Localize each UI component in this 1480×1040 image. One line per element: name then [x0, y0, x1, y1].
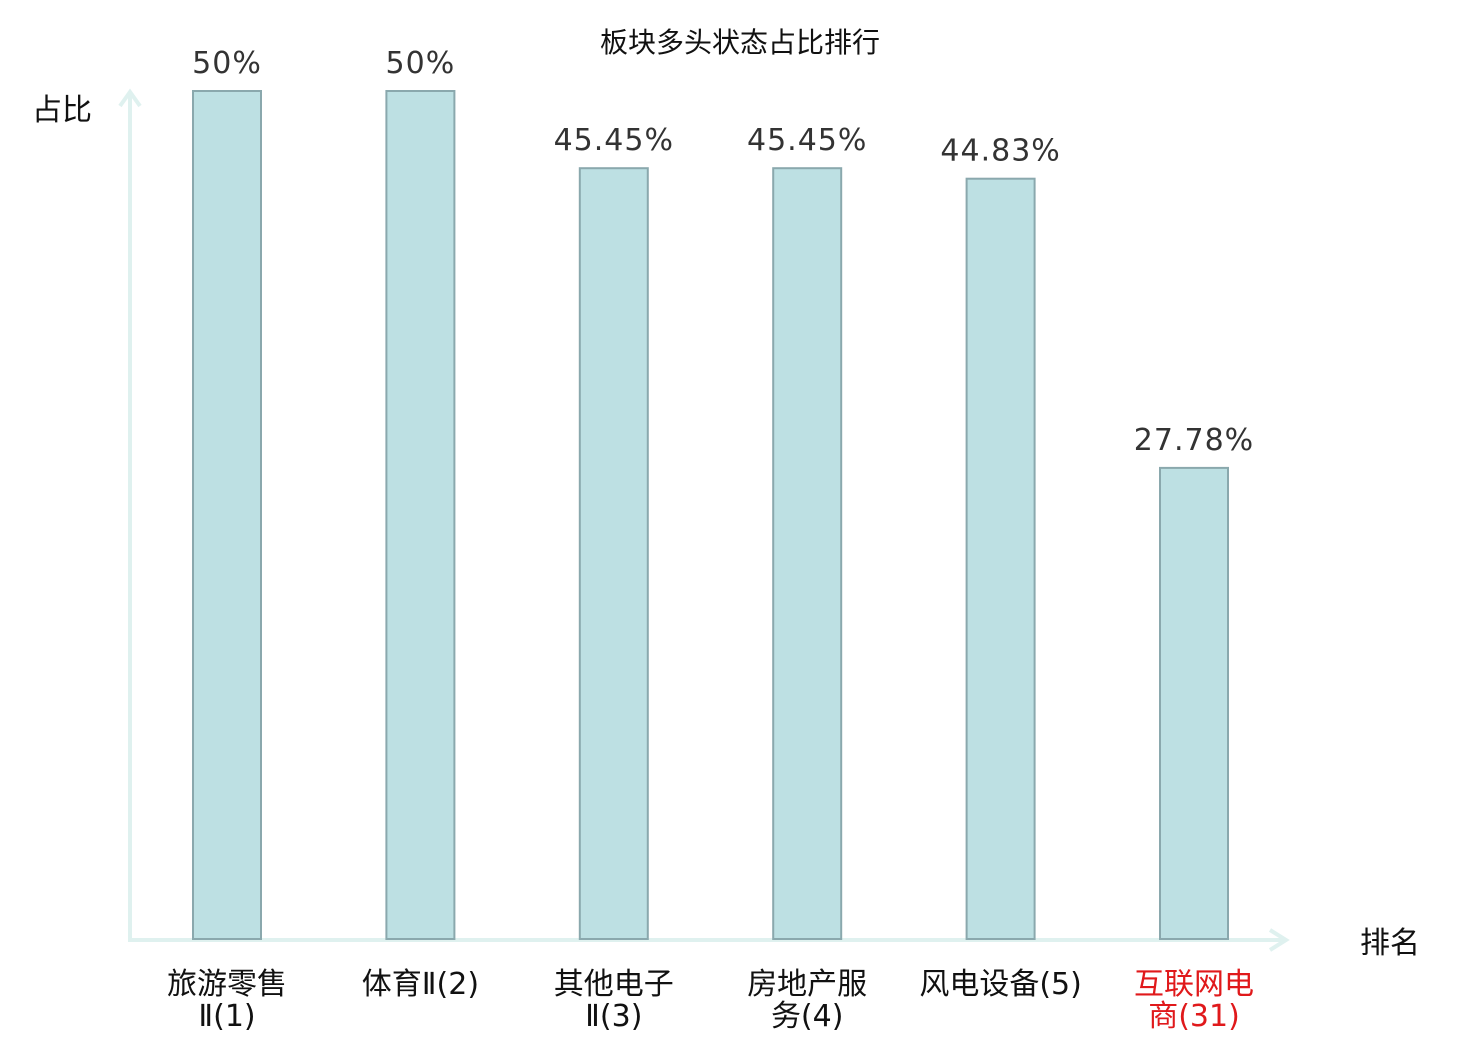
- category-label-3-line-2: Ⅱ(3): [585, 999, 642, 1034]
- value-label-3: 45.45%: [554, 123, 674, 158]
- bar-3: [578, 167, 649, 940]
- category-label-4-line-2: 务(4): [771, 999, 844, 1034]
- category-label-1-line-2: Ⅱ(1): [198, 999, 255, 1034]
- category-label-4-line-1: 房地产服: [747, 967, 867, 1002]
- value-label-1: 50%: [192, 46, 262, 81]
- axes: [118, 88, 1290, 952]
- x-axis-label: 排名: [1360, 926, 1420, 961]
- bar-4: [772, 167, 843, 940]
- bar-2: [385, 90, 456, 940]
- value-label-2: 50%: [386, 46, 456, 81]
- y-axis-label: 占比: [32, 93, 92, 128]
- category-label-2: 体育Ⅱ(2): [362, 967, 479, 1002]
- category-label-3-line-1: 其他电子: [554, 967, 674, 1002]
- bar-6: [1159, 466, 1229, 940]
- category-label-5: 风电设备(5): [919, 967, 1082, 1002]
- value-label-4: 45.45%: [747, 123, 867, 158]
- chart-title: 板块多头状态占比排行: [600, 26, 880, 59]
- value-labels-group: 50% 50% 45.45% 45.45% 44.83% 27.78%: [192, 46, 1254, 458]
- category-label-6-line-1: 互联网电: [1134, 967, 1254, 1002]
- value-label-5: 44.83%: [940, 134, 1060, 169]
- bar-5: [965, 177, 1036, 940]
- category-label-6-line-2: 商(31): [1148, 999, 1240, 1034]
- bars-group: [192, 90, 1229, 940]
- category-label-1-line-1: 旅游零售: [167, 967, 287, 1002]
- value-label-6: 27.78%: [1134, 423, 1254, 458]
- x-axis-arrow: [1268, 928, 1290, 952]
- y-axis-arrow: [118, 88, 142, 108]
- bar-1: [192, 90, 262, 940]
